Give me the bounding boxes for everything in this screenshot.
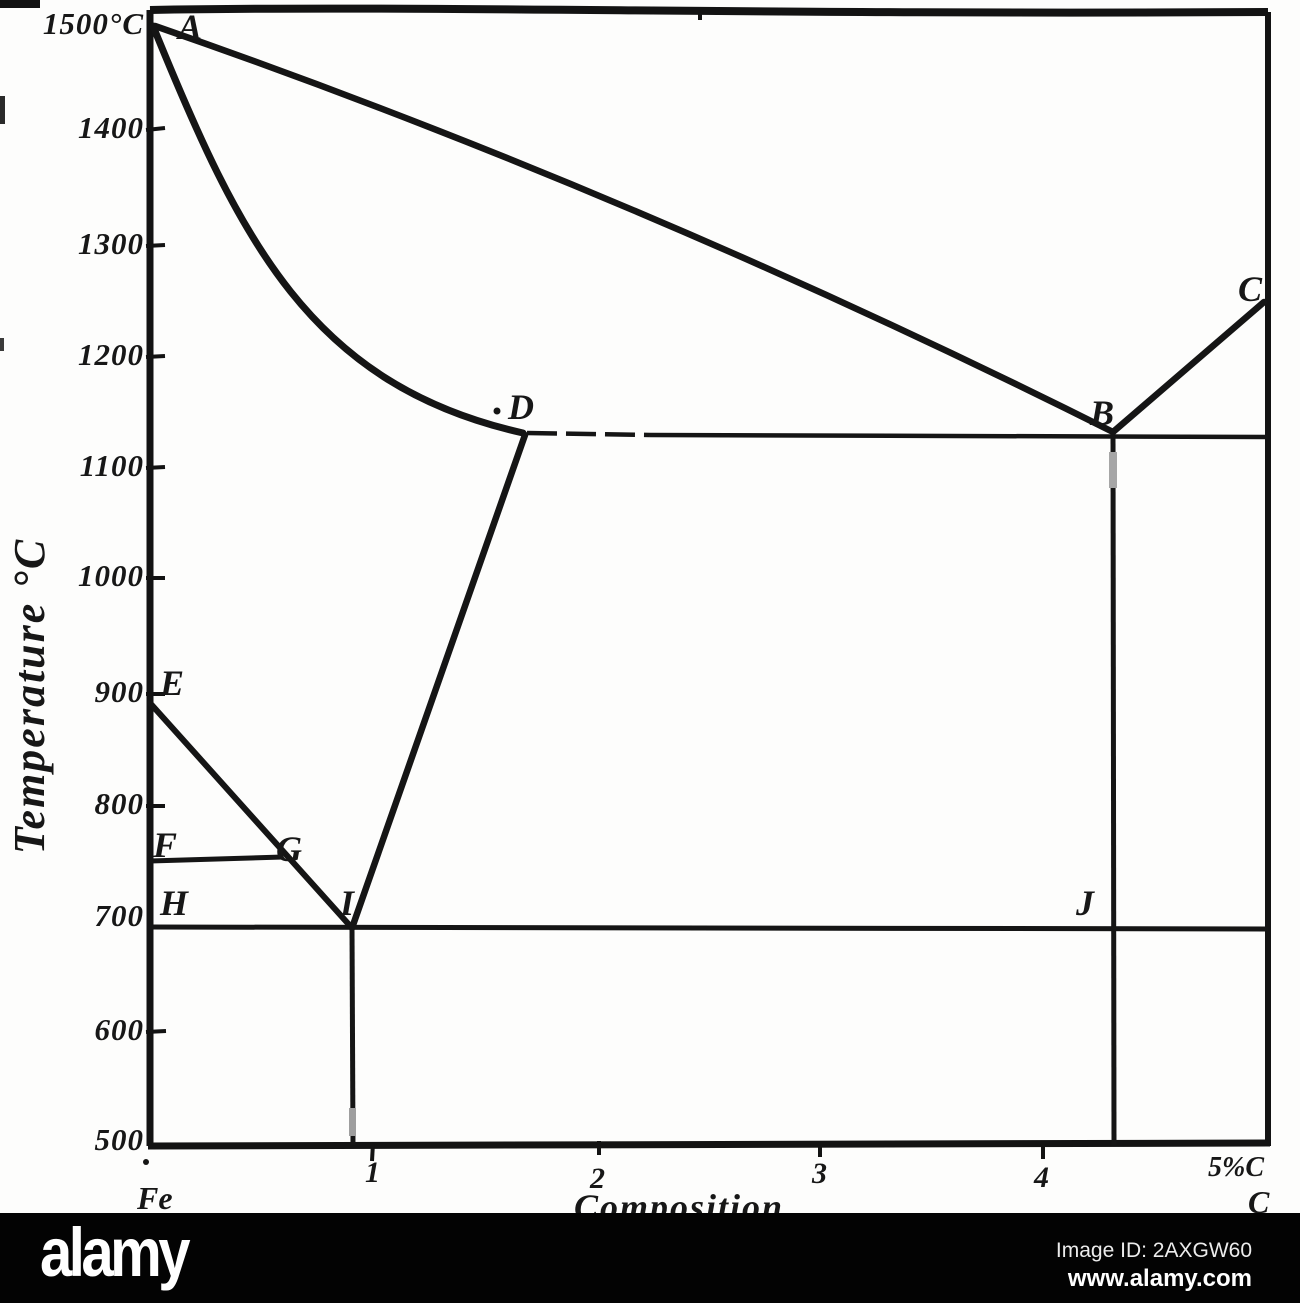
y-label-1500: 1500°C bbox=[42, 6, 144, 41]
point-label-e: E bbox=[160, 663, 185, 703]
point-label-i: I bbox=[340, 883, 355, 923]
y-label-800: 800 bbox=[94, 786, 144, 821]
x-label-1: 1 bbox=[365, 1156, 380, 1189]
watermark-url: www.alamy.com bbox=[1067, 1265, 1252, 1292]
scan-dot-after-500 bbox=[143, 1159, 149, 1165]
scan-smudge-top-left bbox=[0, 0, 40, 8]
y-label-1300: 1300 bbox=[78, 226, 144, 261]
y-label-1200: 1200 bbox=[78, 337, 144, 372]
scan-artifact-gray-gap-1 bbox=[1109, 452, 1117, 488]
point-label-b: B bbox=[1090, 393, 1115, 433]
y-label-600: 600 bbox=[94, 1012, 144, 1047]
y-label-900: 900 bbox=[94, 674, 144, 709]
x-axis-ticks bbox=[370, 8, 1045, 1162]
point-label-f: F bbox=[153, 825, 178, 865]
x-label-fe: Fe bbox=[137, 1180, 173, 1216]
liquidus-curve-a-b bbox=[151, 22, 1117, 436]
point-label-d: D bbox=[508, 387, 534, 427]
vertical-line-b-j bbox=[1110, 431, 1117, 1146]
scan-dot-near-d bbox=[493, 407, 501, 415]
solidus-curve-a-d bbox=[149, 22, 527, 437]
y-axis-ticks bbox=[145, 126, 167, 1034]
watermark-image-id: Image ID: 2AXGW60 bbox=[1055, 1239, 1252, 1262]
line-e-i bbox=[147, 700, 355, 931]
x-label-c: C bbox=[1248, 1184, 1270, 1220]
x-label-5pct-c: 5%C bbox=[1208, 1152, 1264, 1183]
top-border bbox=[149, 4, 1269, 17]
x-label-3: 3 bbox=[812, 1157, 827, 1190]
x-axis bbox=[147, 1139, 1271, 1150]
y-label-1400: 1400 bbox=[78, 110, 144, 145]
x-label-2: 2 bbox=[590, 1162, 605, 1195]
line-h-j-700 bbox=[149, 924, 1269, 932]
point-label-c: C bbox=[1238, 269, 1263, 309]
y-label-500: 500 bbox=[94, 1122, 144, 1157]
y-label-1000: 1000 bbox=[78, 558, 144, 593]
y-axis-title: Temperature °C bbox=[5, 537, 54, 855]
y-label-1100: 1100 bbox=[79, 448, 144, 483]
line-d-i bbox=[348, 431, 529, 932]
point-label-g: G bbox=[276, 829, 302, 869]
point-label-h: H bbox=[160, 883, 189, 923]
watermark-bar: alamy Image ID: 2AXGW60 www.alamy.com bbox=[0, 1213, 1300, 1303]
alamy-logo: alamy bbox=[40, 1213, 191, 1291]
point-label-j: J bbox=[1076, 883, 1094, 923]
scan-speck-left-edge-1 bbox=[0, 96, 5, 124]
scan-artifact-gray-gap-2 bbox=[349, 1108, 356, 1136]
scan-speck-left-edge-2 bbox=[0, 338, 4, 351]
y-label-700: 700 bbox=[94, 898, 144, 933]
x-label-4: 4 bbox=[1034, 1161, 1049, 1194]
eutectic-line-d-b bbox=[649, 432, 1269, 440]
line-b-c bbox=[1109, 298, 1268, 436]
line-f-g bbox=[149, 854, 284, 864]
point-label-a: A bbox=[178, 7, 203, 47]
eutectic-line-dashed-part bbox=[526, 430, 651, 438]
